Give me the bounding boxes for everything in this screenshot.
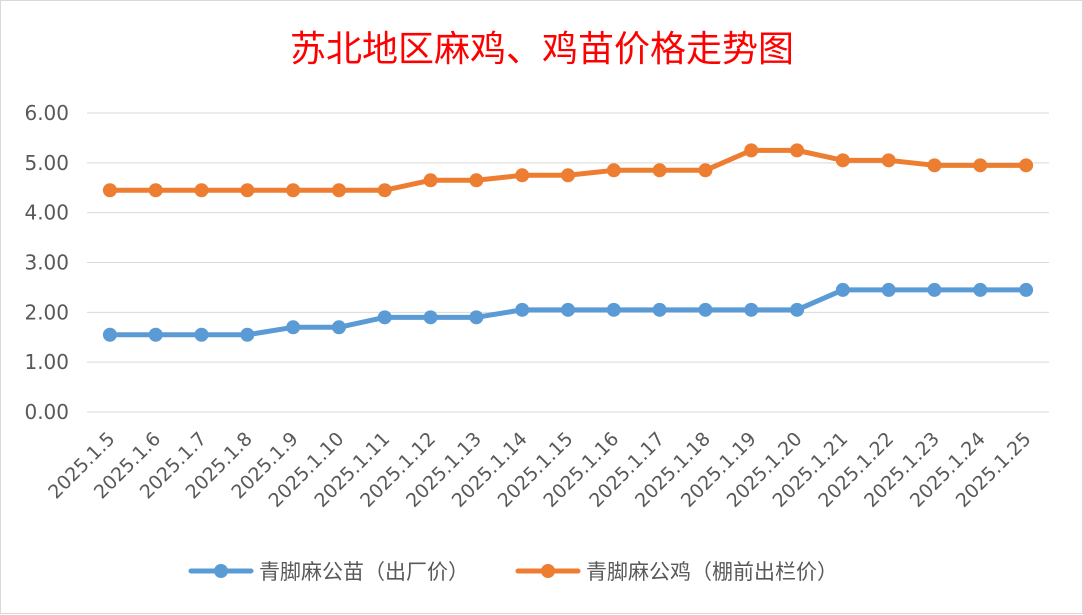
data-point bbox=[515, 168, 530, 183]
data-point bbox=[698, 163, 713, 178]
y-tick-label: 2.00 bbox=[24, 300, 69, 324]
data-point bbox=[240, 183, 255, 198]
data-point bbox=[286, 183, 301, 198]
x-axis-ticks: 2025.1.52025.1.62025.1.72025.1.82025.1.9… bbox=[44, 428, 1036, 512]
data-point bbox=[881, 153, 896, 168]
data-point bbox=[790, 302, 805, 317]
data-point bbox=[102, 183, 117, 198]
legend-swatch-marker bbox=[214, 564, 228, 578]
data-point bbox=[423, 173, 438, 188]
data-point bbox=[606, 302, 621, 317]
data-point bbox=[331, 320, 346, 335]
data-point bbox=[652, 302, 667, 317]
legend-item: 青脚麻公苗（出厂价） bbox=[188, 560, 469, 584]
legend: 青脚麻公苗（出厂价） 青脚麻公鸡（棚前出栏价） bbox=[188, 560, 838, 584]
y-tick-label: 5.00 bbox=[24, 151, 69, 175]
legend-label: 青脚麻公鸡（棚前出栏价） bbox=[586, 560, 838, 584]
data-point bbox=[927, 282, 942, 297]
data-point bbox=[377, 183, 392, 198]
data-point bbox=[973, 158, 988, 173]
y-tick-label: 3.00 bbox=[24, 251, 69, 275]
series-1 bbox=[102, 282, 1034, 342]
data-point bbox=[469, 173, 484, 188]
data-point bbox=[561, 168, 575, 183]
data-point bbox=[790, 143, 805, 158]
chart-title: 苏北地区麻鸡、鸡苗价格走势图 bbox=[290, 29, 794, 70]
series-2 bbox=[102, 143, 1034, 198]
legend-swatch-marker bbox=[541, 564, 555, 578]
data-point bbox=[744, 302, 759, 317]
y-axis-ticks: 0.00 1.00 2.00 3.00 4.00 5.00 6.00 bbox=[24, 101, 69, 424]
y-tick-label: 1.00 bbox=[24, 350, 69, 374]
data-point bbox=[1019, 158, 1034, 173]
y-tick-label: 4.00 bbox=[24, 201, 69, 225]
data-point bbox=[515, 302, 530, 317]
data-point bbox=[194, 327, 209, 342]
data-point bbox=[286, 320, 301, 335]
data-point bbox=[744, 143, 759, 158]
y-tick-label: 0.00 bbox=[24, 400, 69, 424]
legend-label: 青脚麻公苗（出厂价） bbox=[259, 560, 469, 584]
data-point bbox=[423, 310, 438, 325]
data-point bbox=[835, 282, 850, 297]
data-point bbox=[194, 183, 209, 198]
data-point bbox=[102, 327, 117, 342]
gridlines bbox=[87, 112, 1049, 413]
data-point bbox=[148, 327, 163, 342]
data-point bbox=[652, 163, 667, 178]
data-point bbox=[148, 183, 163, 198]
data-point bbox=[835, 153, 850, 168]
y-tick-label: 6.00 bbox=[24, 101, 69, 125]
data-point bbox=[469, 310, 484, 325]
series-group bbox=[102, 143, 1034, 342]
data-point bbox=[377, 310, 392, 325]
data-point bbox=[927, 158, 942, 173]
data-point bbox=[331, 183, 346, 198]
data-point bbox=[606, 163, 621, 178]
data-point bbox=[240, 327, 255, 342]
data-point bbox=[1019, 282, 1034, 297]
data-point bbox=[973, 282, 988, 297]
data-point bbox=[698, 302, 713, 317]
legend-item: 青脚麻公鸡（棚前出栏价） bbox=[515, 560, 838, 584]
data-point bbox=[561, 302, 575, 317]
data-point bbox=[881, 282, 896, 297]
